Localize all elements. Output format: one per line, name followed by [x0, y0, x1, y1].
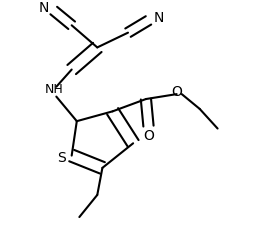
Text: S: S [57, 151, 66, 165]
Text: NH: NH [44, 83, 63, 96]
Text: N: N [154, 11, 164, 25]
Text: N: N [38, 1, 49, 15]
Text: O: O [143, 129, 154, 143]
Text: O: O [171, 85, 182, 99]
